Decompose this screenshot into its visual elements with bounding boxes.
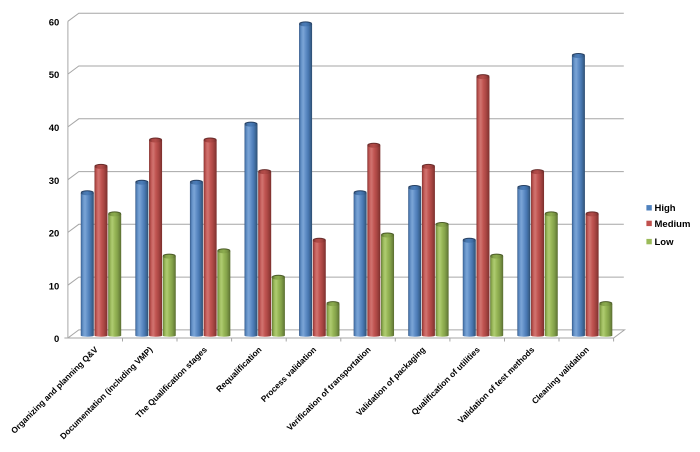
svg-text:High: High [655, 203, 676, 214]
svg-text:20: 20 [49, 229, 60, 240]
svg-text:Low: Low [655, 237, 675, 248]
svg-text:0: 0 [54, 334, 59, 345]
svg-text:10: 10 [49, 281, 60, 292]
svg-text:50: 50 [49, 70, 60, 81]
svg-text:60: 60 [49, 17, 60, 28]
svg-text:Medium: Medium [655, 219, 691, 230]
svg-text:40: 40 [49, 123, 60, 134]
svg-text:30: 30 [49, 176, 60, 187]
